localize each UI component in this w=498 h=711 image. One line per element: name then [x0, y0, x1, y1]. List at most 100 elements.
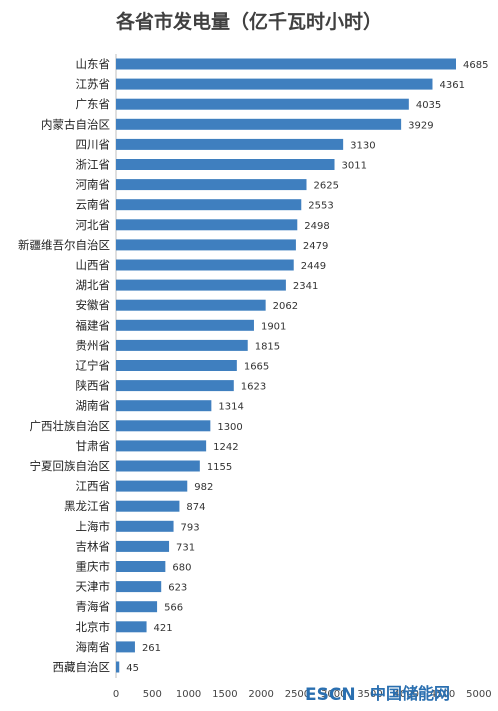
bar: [116, 319, 254, 331]
bar: [116, 339, 248, 351]
bar: [116, 380, 234, 392]
bar: [116, 138, 344, 150]
bar: [116, 179, 307, 191]
bar: [116, 561, 166, 572]
data-label: 4361: [439, 80, 464, 91]
data-label: 45: [126, 663, 139, 674]
category-label: 甘肃省: [76, 439, 111, 453]
data-label: 2062: [273, 301, 298, 312]
data-label: 3929: [408, 120, 433, 131]
data-label: 1314: [218, 402, 243, 413]
category-label: 山东省: [76, 57, 111, 71]
data-label: 623: [168, 583, 187, 594]
category-label: 浙江省: [76, 158, 111, 172]
category-label: 北京市: [76, 620, 111, 634]
data-label: 566: [164, 603, 183, 614]
category-label: 内蒙古自治区: [41, 117, 110, 131]
data-label: 2449: [301, 261, 326, 272]
category-label: 贵州省: [76, 338, 111, 352]
watermark-brand: ESCN: [305, 685, 356, 705]
category-label: 西藏自治区: [53, 660, 111, 674]
bar: [116, 641, 135, 653]
data-label: 1901: [261, 321, 286, 332]
data-label: 2625: [314, 181, 339, 192]
category-label: 宁夏回族自治区: [30, 459, 111, 473]
bar: [116, 581, 162, 593]
x-tick-label: 4500: [430, 689, 455, 700]
data-label: 1155: [207, 462, 232, 473]
data-label: 2341: [293, 281, 318, 292]
data-label: 421: [154, 623, 173, 634]
data-label: 982: [194, 482, 213, 493]
data-label: 4035: [416, 100, 441, 111]
category-label: 湖南省: [76, 399, 111, 413]
category-label: 湖北省: [76, 278, 111, 292]
bar: [116, 400, 212, 412]
x-tick-label: 2500: [285, 689, 310, 700]
watermark-site: 中国储能网: [370, 684, 450, 703]
category-label: 青海省: [76, 600, 111, 614]
bar: [116, 259, 294, 271]
category-label: 广西壮族自治区: [30, 419, 111, 433]
bar: [116, 98, 409, 110]
data-label: 1665: [244, 362, 269, 373]
category-label: 黑龙江省: [64, 499, 110, 513]
data-label: 2553: [308, 201, 333, 212]
bar: [116, 480, 188, 492]
data-label: 1815: [255, 341, 280, 352]
data-label: 2498: [304, 221, 329, 232]
bars-group: [116, 58, 456, 673]
category-label: 吉林省: [76, 539, 111, 553]
data-label: 1623: [241, 382, 266, 393]
x-tick-label: 1000: [176, 689, 201, 700]
category-label: 海南省: [76, 640, 111, 654]
x-tick-label: 5000: [466, 689, 491, 700]
data-label: 1300: [217, 422, 242, 433]
bar: [116, 540, 170, 552]
bar: [116, 420, 211, 432]
category-label: 陕西省: [76, 379, 111, 393]
x-tick-label: 3500: [357, 689, 382, 700]
data-label: 793: [181, 522, 200, 533]
category-label: 江西省: [76, 479, 111, 493]
bar: [116, 360, 237, 371]
bar: [116, 279, 286, 291]
x-tick-label: 4000: [394, 689, 419, 700]
data-label: 4685: [463, 60, 488, 71]
bar: [116, 520, 174, 532]
bar: [116, 159, 335, 170]
data-label: 1242: [213, 442, 238, 453]
category-label: 辽宁省: [76, 359, 111, 373]
category-label: 安徽省: [76, 298, 111, 312]
category-labels: 山东省江苏省广东省内蒙古自治区四川省浙江省河南省云南省河北省新疆维吾尔自治区山西…: [18, 57, 110, 674]
chart-title: 各省市发电量（亿千瓦时小时）: [115, 10, 382, 33]
data-label: 731: [176, 542, 195, 553]
bar: [116, 460, 200, 472]
bar: [116, 219, 298, 231]
data-label: 680: [172, 563, 191, 574]
x-tick-label: 3000: [321, 689, 346, 700]
watermark: ESCN 中国储能网: [305, 684, 450, 705]
category-label: 四川省: [76, 137, 111, 151]
bar: [116, 118, 402, 130]
bar: [116, 661, 120, 673]
data-label: 3130: [350, 140, 375, 151]
bar: [116, 440, 207, 452]
bar: [116, 199, 302, 211]
category-label: 河北省: [76, 218, 111, 232]
x-tick-label: 2000: [248, 689, 273, 700]
data-label: 261: [142, 643, 161, 654]
bar: [116, 299, 266, 311]
category-label: 河南省: [76, 178, 111, 192]
category-label: 江苏省: [76, 77, 111, 91]
data-label: 3011: [342, 161, 367, 172]
data-label: 2479: [303, 241, 328, 252]
bar: [116, 621, 147, 633]
bar: [116, 601, 158, 613]
category-label: 广东省: [76, 97, 111, 111]
x-tick-label: 0: [113, 689, 119, 700]
x-axis-ticks: 0 500 1000 1500 2000 2500 3000 3500 4000 4500 5000: [113, 689, 492, 700]
category-label: 新疆维吾尔自治区: [18, 238, 110, 252]
